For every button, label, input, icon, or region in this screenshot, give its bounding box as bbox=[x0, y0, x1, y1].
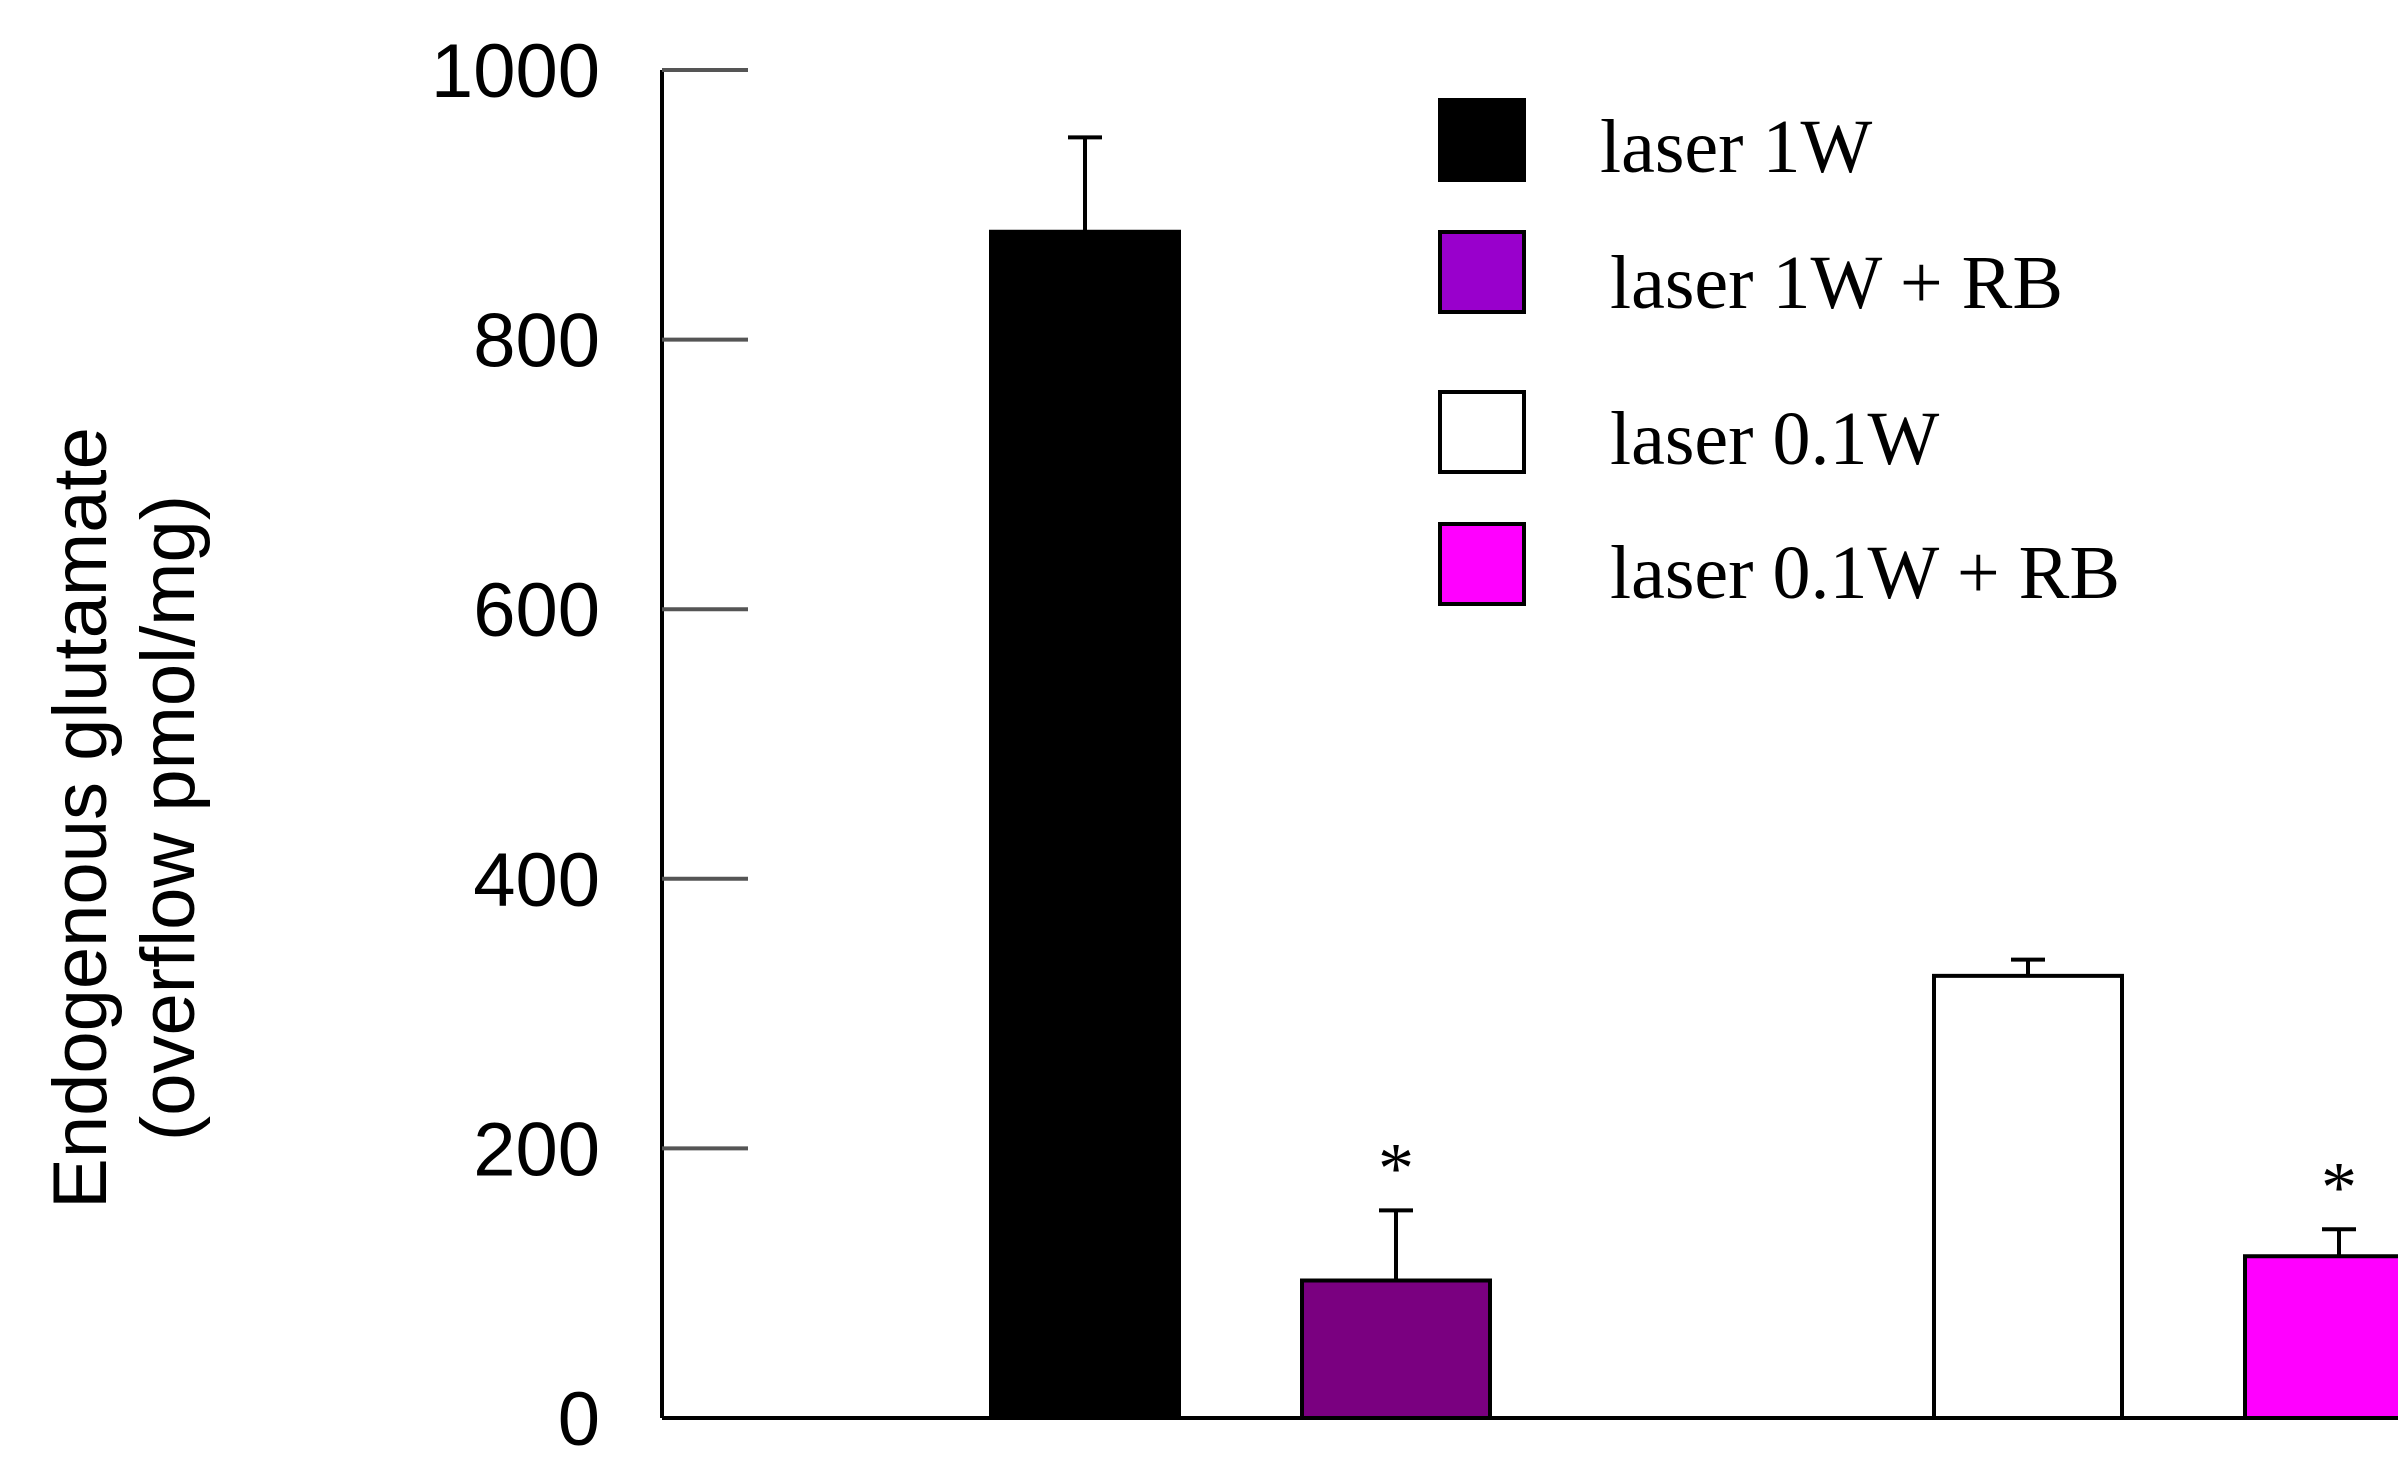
bar bbox=[1932, 973, 2124, 1421]
legend-swatch bbox=[1438, 98, 1526, 182]
bar bbox=[989, 229, 1181, 1420]
y-axis-title-line-1: Endogenous glutamate bbox=[38, 427, 123, 1209]
y-axis-title-line-2: (overflow pmol/mg) bbox=[126, 495, 211, 1141]
y-tick-label: 0 bbox=[558, 1377, 600, 1460]
legend: laser 1W laser 1W + RB laser 0.1W laser 0.1… bbox=[1438, 98, 2120, 615]
legend-label: laser 1W + RB bbox=[1610, 241, 2063, 325]
significance-marker: * bbox=[1378, 1128, 1414, 1208]
legend-swatch bbox=[1438, 390, 1526, 474]
y-axis-title: Endogenous glutamate (overflow pmol/mg) bbox=[38, 427, 211, 1209]
y-ticks: 0 200 400 600 800 1000 bbox=[431, 29, 748, 1460]
bar bbox=[1300, 1278, 1492, 1421]
significance-marker: * bbox=[2321, 1147, 2357, 1227]
legend-swatch bbox=[1438, 522, 1526, 606]
y-tick-label: 400 bbox=[473, 838, 600, 923]
legend-label: laser 0.1W bbox=[1610, 397, 1939, 481]
legend-swatch bbox=[1438, 230, 1526, 314]
y-tick-label: 1000 bbox=[431, 29, 600, 114]
y-tick-label: 200 bbox=[473, 1107, 600, 1192]
y-tick-label: 800 bbox=[473, 299, 600, 384]
bars: * * bbox=[989, 135, 2398, 1421]
legend-label: laser 1W bbox=[1600, 105, 1872, 189]
legend-label: laser 0.1W + RB bbox=[1610, 531, 2120, 615]
y-tick-label: 600 bbox=[473, 568, 600, 653]
bar bbox=[2243, 1254, 2398, 1420]
